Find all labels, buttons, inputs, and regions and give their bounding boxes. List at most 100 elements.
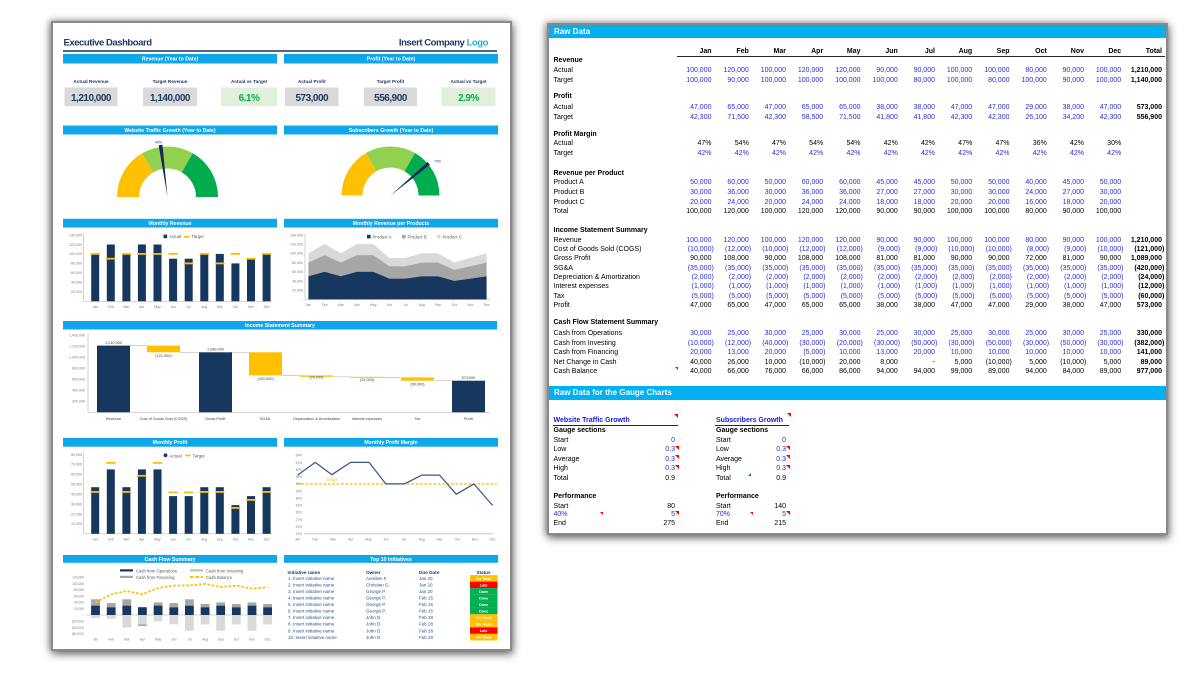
svg-text:Aug: Aug (201, 537, 207, 541)
svg-text:10. Insert initiative name: 10. Insert initiative name (288, 635, 337, 640)
svg-text:Sep: Sep (435, 303, 441, 307)
svg-text:Cash Balance: Cash Balance (206, 575, 233, 580)
svg-text:Apr: Apr (354, 303, 360, 307)
svg-text:24%: 24% (296, 525, 303, 529)
svg-text:33%: 33% (296, 504, 303, 508)
svg-text:1,140,000: 1,140,000 (150, 93, 191, 104)
svg-text:800,000: 800,000 (72, 367, 85, 371)
svg-text:Mar: Mar (338, 303, 345, 307)
svg-text:Jan 20: Jan 20 (419, 576, 433, 581)
svg-text:6.1%: 6.1% (239, 93, 260, 104)
svg-text:Aug: Aug (201, 305, 207, 309)
svg-text:May: May (155, 638, 162, 642)
svg-text:Nov: Nov (249, 638, 255, 642)
svg-text:Oct: Oct (234, 638, 239, 642)
svg-text:Cash from Financing: Cash from Financing (136, 575, 175, 580)
svg-text:Insert Company Logo: Insert Company Logo (399, 37, 489, 48)
svg-text:John D.: John D. (366, 628, 382, 633)
svg-text:Owner: Owner (366, 570, 381, 575)
svg-text:Monthly Revenue per Products: Monthly Revenue per Products (353, 221, 429, 227)
svg-text:80,000: 80,000 (292, 261, 303, 265)
svg-text:Done: Done (479, 597, 488, 601)
svg-text:40%: 40% (155, 141, 162, 145)
svg-text:Profit (Year to Date): Profit (Year to Date) (367, 57, 416, 63)
svg-text:Revenue: Revenue (106, 417, 121, 421)
svg-text:Oct: Oct (233, 537, 238, 541)
svg-text:-: - (81, 532, 83, 536)
svg-text:Interest expenses: Interest expenses (352, 417, 382, 421)
svg-text:Nov: Nov (472, 537, 478, 541)
svg-text:Jan: Jan (295, 537, 301, 541)
svg-text:Jul: Jul (187, 305, 192, 309)
svg-text:Sep: Sep (217, 305, 223, 309)
svg-text:Actual Profit: Actual Profit (298, 79, 326, 84)
svg-text:60,000: 60,000 (292, 270, 303, 274)
svg-text:Sep: Sep (436, 537, 442, 541)
svg-text:Sep: Sep (218, 638, 224, 642)
svg-text:39%: 39% (296, 489, 303, 493)
svg-text:Feb 15: Feb 15 (419, 609, 434, 614)
svg-text:Apr: Apr (139, 305, 145, 309)
svg-text:Product B: Product B (408, 234, 427, 239)
svg-text:Cost of Goods Sold (COGS): Cost of Goods Sold (COGS) (140, 417, 188, 421)
svg-text:Actual vs Target: Actual vs Target (231, 79, 268, 84)
svg-text:(60,000): (60,000) (410, 383, 425, 387)
svg-text:Target: Target (192, 234, 205, 239)
svg-text:John D.: John D. (366, 615, 382, 620)
svg-text:100,000: 100,000 (72, 582, 84, 586)
svg-text:9. Insert initiative name: 9. Insert initiative name (288, 628, 335, 633)
svg-text:1,000,000: 1,000,000 (69, 356, 85, 360)
svg-text:Oct: Oct (454, 537, 459, 541)
svg-text:Oct: Oct (452, 303, 457, 307)
svg-text:Feb 28: Feb 28 (419, 615, 434, 620)
svg-text:George P.: George P. (366, 602, 386, 607)
svg-text:Product A: Product A (373, 234, 392, 239)
svg-text:Apr: Apr (140, 638, 146, 642)
svg-text:7. Insert initiative name: 7. Insert initiative name (288, 615, 335, 620)
svg-text:Aug: Aug (419, 303, 425, 307)
svg-text:Late: Late (480, 629, 488, 633)
svg-text:556,900: 556,900 (374, 93, 408, 104)
svg-text:140,000: 140,000 (69, 233, 82, 237)
svg-text:Top 10 Initiatives: Top 10 Initiatives (370, 557, 412, 563)
svg-text:21%: 21% (296, 532, 303, 536)
svg-text:Nov: Nov (248, 305, 254, 309)
svg-text:40,000: 40,000 (71, 492, 82, 496)
svg-text:Done: Done (479, 603, 488, 607)
svg-text:Jun: Jun (170, 537, 176, 541)
svg-text:48%: 48% (296, 468, 303, 472)
svg-text:Profit: Profit (464, 417, 474, 421)
svg-text:Feb: Feb (322, 303, 328, 307)
svg-text:SG&A: SG&A (260, 417, 271, 421)
svg-text:Dec: Dec (484, 303, 490, 307)
svg-text:70,000: 70,000 (71, 463, 82, 467)
svg-text:51%: 51% (296, 461, 303, 465)
svg-text:1,210,000: 1,210,000 (105, 341, 122, 345)
svg-text:Mar: Mar (330, 537, 337, 541)
svg-text:120,000: 120,000 (72, 576, 84, 580)
svg-text:Due Date: Due Date (419, 570, 440, 575)
svg-text:Mar: Mar (123, 537, 130, 541)
svg-text:Feb 28: Feb 28 (419, 622, 434, 627)
svg-text:8. Insert initiative name: 8. Insert initiative name (288, 622, 335, 627)
svg-text:400,000: 400,000 (72, 389, 85, 393)
svg-text:Feb 28: Feb 28 (419, 635, 434, 640)
svg-text:Aurelien F.: Aurelien F. (366, 576, 387, 581)
svg-text:Aug: Aug (202, 638, 208, 642)
svg-text:Feb 15: Feb 15 (419, 596, 434, 601)
svg-text:On Track: On Track (476, 623, 493, 627)
svg-text:Target: Target (193, 453, 206, 458)
svg-text:Cash from Investing: Cash from Investing (206, 568, 244, 573)
svg-text:80,000: 80,000 (71, 262, 82, 266)
svg-text:20,000: 20,000 (292, 289, 303, 293)
svg-text:Actual: Actual (169, 234, 181, 239)
svg-text:John D.: John D. (366, 622, 382, 627)
svg-text:100,000: 100,000 (69, 252, 82, 256)
svg-text:20,000: 20,000 (71, 290, 82, 294)
svg-text:John D.: John D. (366, 635, 382, 640)
svg-text:Christian G.: Christian G. (366, 583, 390, 588)
svg-text:Mar: Mar (123, 305, 130, 309)
svg-text:Jul: Jul (187, 537, 192, 541)
svg-text:Jan: Jan (92, 305, 98, 309)
svg-text:(60,000): (60,000) (72, 632, 84, 636)
